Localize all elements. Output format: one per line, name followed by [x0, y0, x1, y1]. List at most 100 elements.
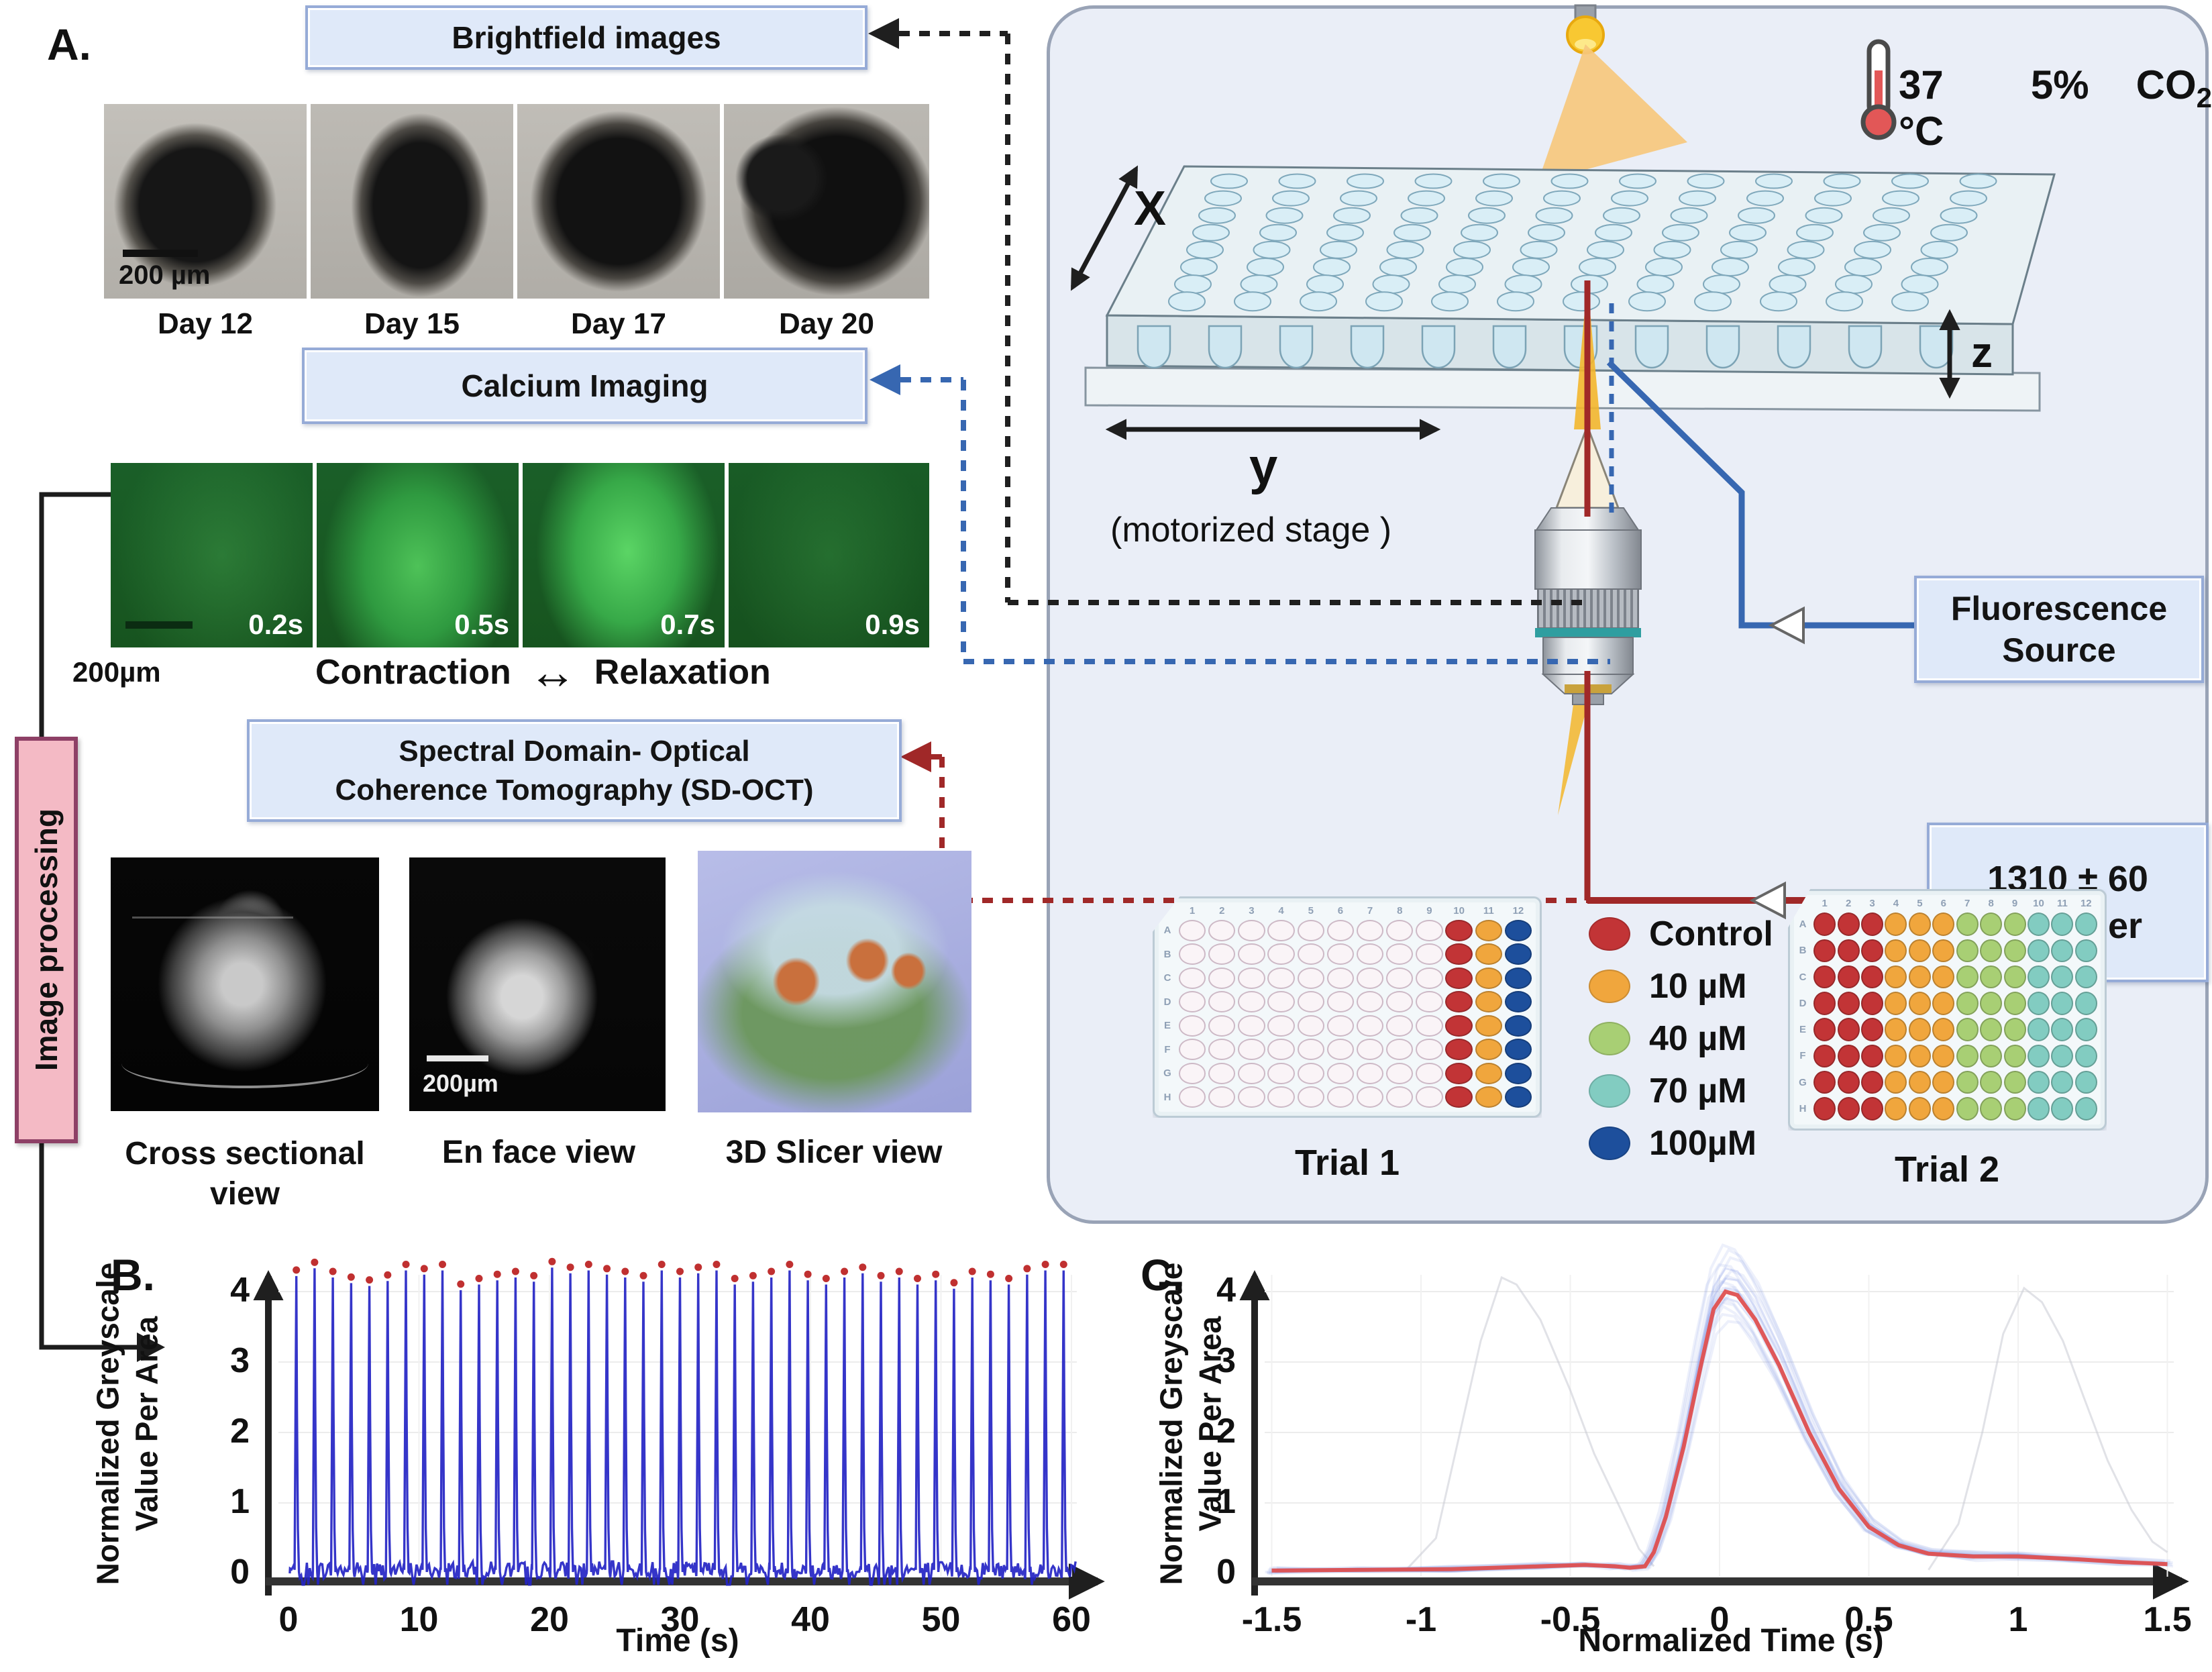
peak-marker [786, 1261, 794, 1268]
well [1813, 1044, 1836, 1068]
contraction-label: Contraction [315, 653, 511, 692]
well [1956, 1070, 1979, 1094]
well [1653, 240, 1691, 259]
well [1956, 965, 1979, 989]
peak-marker [968, 1267, 976, 1275]
well [1980, 992, 2003, 1015]
chartB-y-tick: 4 [230, 1271, 250, 1310]
well [1178, 1062, 1206, 1084]
plate-row-header: B [1799, 945, 1807, 957]
panel-b-label: B. [111, 1250, 155, 1300]
well [1178, 943, 1206, 965]
well [1908, 912, 1931, 936]
well [1504, 1062, 1532, 1084]
co2-percentage: 5% [2030, 62, 2089, 107]
well [1356, 991, 1384, 1013]
well [1267, 967, 1295, 989]
plate-row-header: F [1799, 1050, 1806, 1062]
well [1595, 223, 1632, 242]
fluorescence-source-box: Fluorescence Source [1914, 576, 2204, 683]
well [1320, 240, 1357, 259]
well [1365, 291, 1403, 312]
well [1956, 912, 1979, 936]
well [2051, 965, 2074, 989]
well [1662, 223, 1699, 242]
well [2074, 1018, 2097, 1041]
well [2051, 1070, 2074, 1094]
brightfield-connector [899, 31, 1587, 605]
plate-row-header: B [1163, 948, 1171, 960]
chartC-y-tick: 3 [1216, 1341, 1236, 1380]
well [1297, 991, 1324, 1013]
well [1746, 190, 1784, 207]
fluorescence-arrowhead [1768, 606, 1805, 645]
well [2074, 1097, 2097, 1120]
well [2027, 1070, 2050, 1094]
well [1386, 943, 1414, 965]
well [1386, 1014, 1414, 1037]
well [1854, 240, 1891, 259]
well [1208, 919, 1236, 941]
chartB-x-axis-label: Time (s) [616, 1623, 739, 1659]
well [1504, 1086, 1532, 1108]
plate-col-header: 8 [1397, 904, 1403, 917]
peak-marker [493, 1270, 501, 1278]
well [1475, 1062, 1502, 1084]
well [1512, 258, 1550, 276]
plate-col-header: 9 [2011, 897, 2018, 909]
well [1414, 173, 1453, 189]
well [1813, 1097, 1836, 1120]
chartB-x-tick: 0 [278, 1600, 299, 1639]
peak-marker [347, 1273, 355, 1281]
oct-enface-image: 200µm [409, 857, 666, 1111]
well [2051, 1097, 2074, 1120]
well [1956, 992, 1979, 1015]
well [2027, 965, 2050, 989]
plate-col-header: 12 [1512, 904, 1524, 917]
trial1-label: Trial 1 [1294, 1143, 1400, 1183]
well [1461, 223, 1498, 242]
well [1504, 943, 1532, 965]
double-arrow-icon: ↔ [528, 645, 577, 699]
enface-scalebar-label: 200µm [423, 1069, 498, 1097]
well [1550, 173, 1589, 189]
well [1168, 291, 1206, 312]
well [1528, 223, 1565, 242]
well [1813, 992, 1836, 1015]
front-well [1137, 325, 1171, 369]
well [2074, 912, 2097, 936]
well [1885, 1070, 1907, 1094]
well [1796, 223, 1834, 242]
peak-marker [475, 1275, 483, 1282]
well [2003, 1070, 2026, 1094]
legend-label: 100µM [1649, 1124, 1757, 1163]
well [1787, 240, 1825, 259]
oct-connector [931, 754, 1587, 903]
well [1861, 1044, 1884, 1068]
well [1504, 919, 1532, 941]
front-well [1848, 325, 1883, 369]
well [1386, 919, 1414, 941]
peak-marker [420, 1265, 428, 1273]
plate-col-header: 7 [1367, 904, 1373, 917]
chartC-y-tick: 1 [1216, 1482, 1236, 1521]
chartB-x-tick: 60 [1052, 1600, 1091, 1639]
peak-marker [950, 1279, 958, 1287]
oct-dish-curve [121, 1039, 368, 1088]
calcium-connector [900, 377, 1610, 664]
well [2051, 992, 2074, 1015]
well [1755, 173, 1793, 189]
well [1204, 190, 1242, 207]
peak-marker [841, 1267, 849, 1275]
well [2051, 912, 2074, 936]
well [1408, 190, 1445, 207]
well [1326, 1014, 1355, 1037]
well [1837, 1097, 1860, 1120]
well [1238, 1086, 1265, 1108]
well [2027, 1018, 2050, 1041]
well [2027, 1097, 2050, 1120]
peak-marker [804, 1270, 812, 1278]
flow-arrowhead [137, 1333, 165, 1362]
well [1475, 1086, 1502, 1108]
